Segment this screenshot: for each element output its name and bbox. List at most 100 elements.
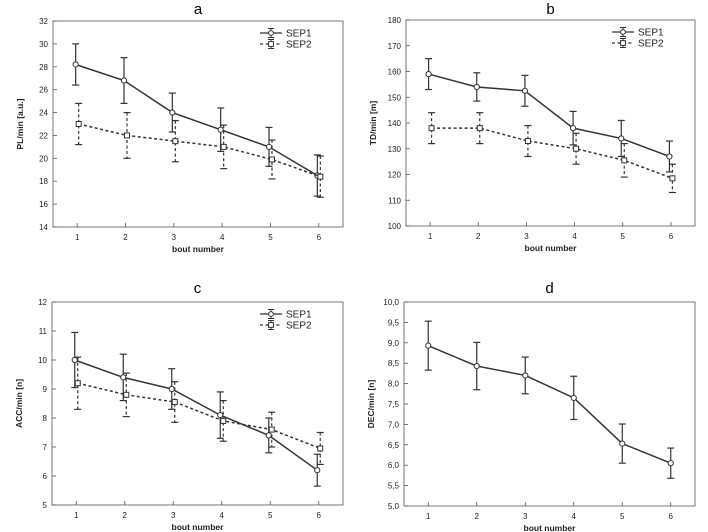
data-point <box>75 121 82 127</box>
data-point <box>618 135 625 142</box>
data-point <box>72 61 79 68</box>
y-tick-label: 24 <box>39 109 48 118</box>
data-point <box>217 126 224 133</box>
data-point <box>268 426 275 433</box>
x-axis-title: bout number <box>172 522 225 532</box>
error-bar <box>74 356 82 410</box>
y-tick-label: 5 <box>43 501 48 510</box>
data-point <box>265 143 273 150</box>
data-point <box>265 432 272 439</box>
y-tick-label: 10,0 <box>383 298 399 307</box>
legend-marker <box>620 40 626 46</box>
error-bar <box>219 400 227 442</box>
data-point <box>172 138 179 145</box>
x-tick-label: 5 <box>268 511 273 520</box>
y-tick-label: 26 <box>39 86 48 95</box>
data-point <box>317 173 324 180</box>
data-point <box>220 143 227 150</box>
series-line <box>74 359 318 471</box>
legend-marker <box>268 41 274 47</box>
data-point <box>120 77 128 84</box>
plot-frame <box>51 301 344 506</box>
legend-marker <box>620 29 626 35</box>
data-point <box>169 109 176 116</box>
panel-title: b <box>546 1 554 18</box>
y-tick-label: 12 <box>38 298 47 307</box>
error-bar <box>122 372 130 418</box>
legend-item: SEP2 <box>260 320 312 332</box>
legend-marker <box>268 311 274 317</box>
data-point <box>220 417 227 424</box>
y-tick-label: 9 <box>43 385 48 394</box>
legend-label: SEP1 <box>286 29 312 40</box>
data-point <box>314 467 321 474</box>
data-point <box>669 175 676 182</box>
y-tick-label: 5,5 <box>388 482 400 491</box>
panel-a: a 14 16 18 20 22 24 26 28 30 32 1 2 3 4 5 6 bout number PL… <box>15 1 344 254</box>
legend-label: SEP1 <box>286 310 312 321</box>
y-axis-title: PL/min [a.u.] <box>15 98 25 149</box>
series-sep2 <box>428 112 676 194</box>
error-bar <box>524 124 532 158</box>
y-axis-title: TD/min [m] <box>368 101 378 146</box>
y-axis-title: DEC/min [n] <box>366 380 376 429</box>
x-tick-label: 2 <box>475 512 480 521</box>
x-tick-label: 1 <box>74 511 79 520</box>
data-point <box>123 391 130 398</box>
data-point <box>269 156 275 163</box>
y-tick-label: 130 <box>388 145 402 154</box>
x-tick-label: 4 <box>572 512 577 521</box>
data-point <box>425 342 432 349</box>
data-point <box>168 385 175 393</box>
x-tick-label: 5 <box>620 512 625 521</box>
plot-frame <box>403 301 696 507</box>
y-tick-label: 8,5 <box>388 359 400 368</box>
x-tick-label: 6 <box>317 233 322 242</box>
y-tick-label: 8 <box>43 414 48 423</box>
y-tick-label: 150 <box>388 93 402 102</box>
series-line <box>78 123 321 178</box>
y-tick-label: 32 <box>39 17 48 26</box>
y-tick-label: 100 <box>388 222 402 231</box>
y-tick-label: 14 <box>39 223 48 232</box>
series-line <box>427 344 672 464</box>
plot-frame <box>52 20 344 228</box>
legend-item: SEP2 <box>612 38 664 50</box>
series-line <box>75 63 318 177</box>
y-tick-label: 9,0 <box>388 339 400 348</box>
x-tick-label: 2 <box>123 511 128 520</box>
data-point <box>666 153 673 160</box>
data-point <box>71 356 78 364</box>
panel-d: d 5,0 5,5 6,0 6,5 7,0 7,5 8,0 8,5 9,0 9,5 10,0 1 2 3 4 5… <box>366 280 696 532</box>
error-bar <box>171 381 179 423</box>
panel-title: a <box>194 1 203 18</box>
data-point <box>473 362 480 370</box>
series-line <box>431 127 673 180</box>
data-point <box>428 125 435 132</box>
series-sep1 <box>72 43 321 197</box>
y-tick-label: 30 <box>39 40 48 49</box>
y-tick-label: 140 <box>388 119 402 128</box>
legend-label: SEP2 <box>286 40 312 51</box>
y-tick-label: 20 <box>39 154 48 163</box>
series-line <box>428 73 670 158</box>
legend-item: SEP2 <box>260 39 312 51</box>
panel-title: d <box>545 280 553 297</box>
data-point <box>524 138 531 145</box>
x-tick-label: 3 <box>172 233 177 242</box>
error-bar <box>316 431 324 465</box>
data-point <box>74 380 81 387</box>
x-tick-label: 4 <box>220 233 225 242</box>
x-tick-label: 3 <box>523 512 528 521</box>
x-axis-title: bout number <box>525 243 578 253</box>
error-bar <box>668 163 676 194</box>
legend-item: SEP1 <box>260 28 312 40</box>
x-tick-label: 1 <box>428 232 433 241</box>
series-line <box>77 382 321 450</box>
y-tick-label: 110 <box>388 196 401 205</box>
